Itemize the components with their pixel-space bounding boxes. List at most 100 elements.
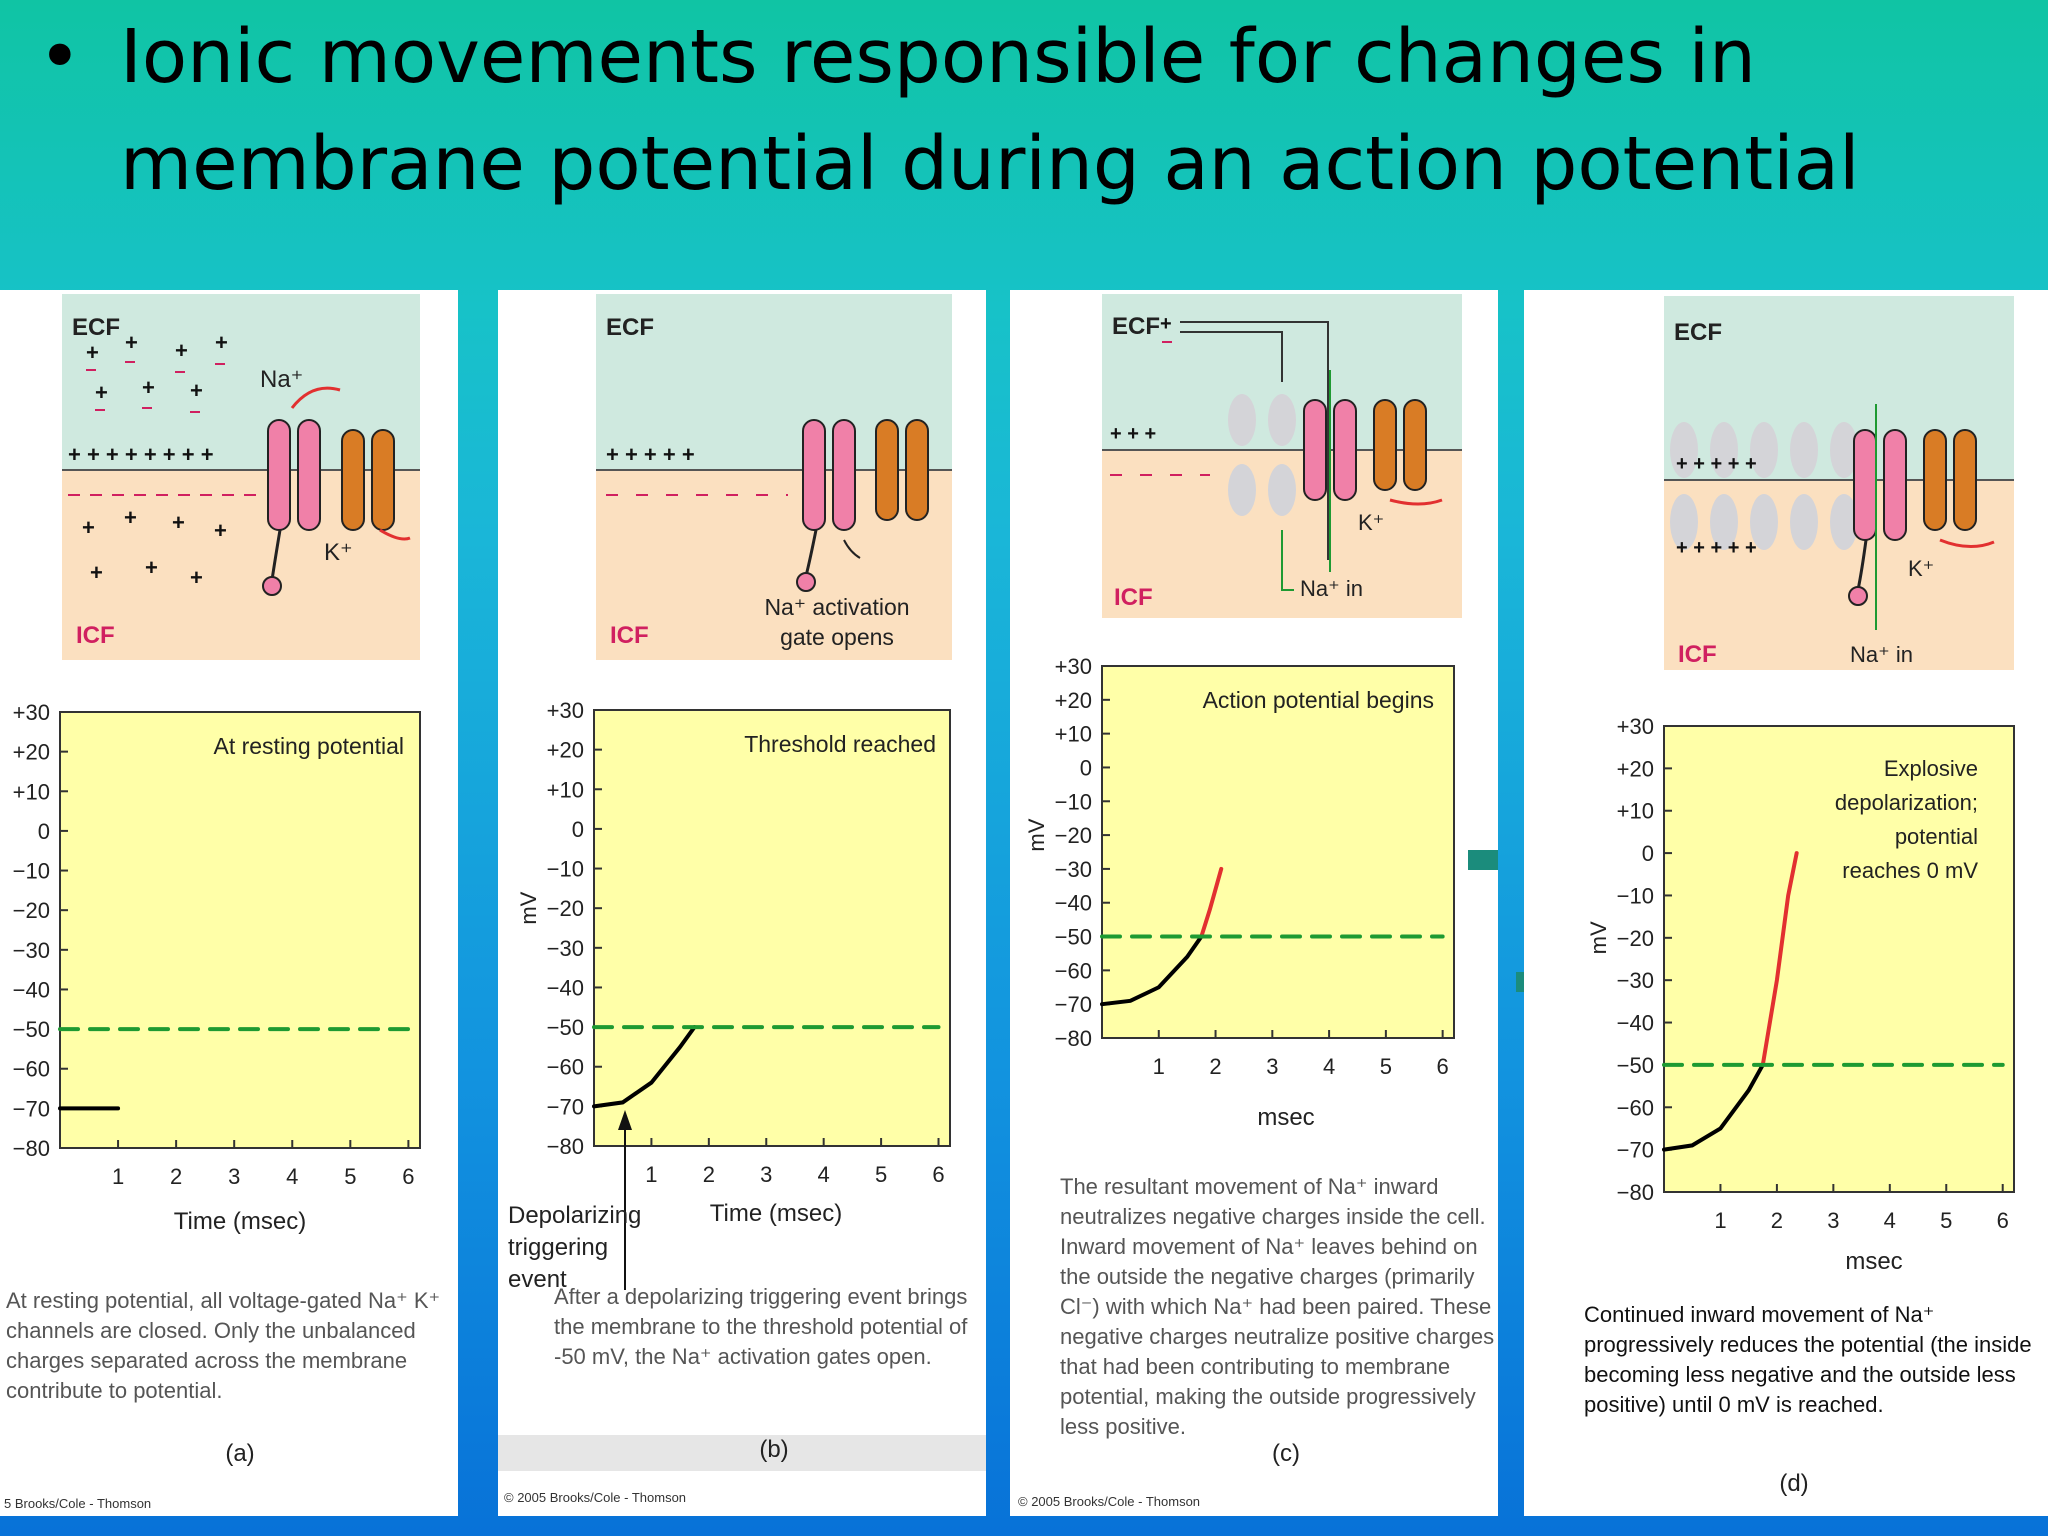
y-tick-label: +20 <box>547 738 584 763</box>
y-tick-label: −70 <box>547 1094 584 1119</box>
icf-label: ICF <box>76 622 115 649</box>
na-channel <box>262 419 321 596</box>
x-tick-label: 4 <box>818 1162 830 1187</box>
y-tick-label: +30 <box>547 698 584 723</box>
k-label: K⁺ <box>1358 510 1384 535</box>
y-tick-label: +20 <box>1055 688 1092 713</box>
svg-text:+: + <box>86 340 99 365</box>
y-tick-label: −80 <box>1617 1180 1654 1205</box>
y-tick-label: −50 <box>13 1017 50 1042</box>
panel-d-xlabel: msec <box>1845 1248 1903 1275</box>
panel-d: ECF ICF + + + + + + + + + + K⁺ Na⁺ in +3… <box>1524 290 2048 1516</box>
x-tick-label: 2 <box>703 1162 715 1187</box>
y-tick-label: −30 <box>13 938 50 963</box>
plot-area <box>1663 725 2015 1193</box>
panel-b-copyright: © 2005 Brooks/Cole - Thomson <box>504 1490 687 1505</box>
x-tick-label: 2 <box>170 1164 182 1189</box>
y-tick-label: −10 <box>1055 789 1092 814</box>
plot-area <box>59 711 421 1149</box>
plot-title: Threshold reached <box>744 731 936 757</box>
y-tick-label: −70 <box>13 1096 50 1121</box>
panel-b-letter: (b) <box>759 1436 789 1463</box>
panel-c-letter: (c) <box>1272 1440 1300 1467</box>
panel-d-cell-diagram: ECF ICF + + + + + + + + + + K⁺ Na⁺ in <box>1664 296 2014 670</box>
panel-b-figure: ECF ICF + + + + + +30 +20 +10 0 −10 −20 −30 −40… <box>498 294 986 1471</box>
y-tick-label: −40 <box>1055 891 1092 916</box>
k-channel <box>341 429 395 531</box>
y-tick-label: 0 <box>1080 755 1092 780</box>
x-tick-label: 5 <box>875 1162 887 1187</box>
panel-a-letter: (a) <box>225 1440 255 1467</box>
x-tick-label: 6 <box>1997 1208 2009 1233</box>
y-tick-label: +10 <box>1617 799 1654 824</box>
y-tick-label: −20 <box>13 898 50 923</box>
gate-opens-label: Na⁺ activation gate opens <box>764 594 910 650</box>
panel-a-caption: At resting potential, all voltage-gated … <box>6 1288 441 1403</box>
x-tick-label: 6 <box>1437 1054 1449 1079</box>
title-line-2: membrane potential during an action pote… <box>120 121 1860 207</box>
x-tick-label: 4 <box>286 1164 298 1189</box>
panel-c-cell-diagram: ECF ICF + + + + K⁺ Na⁺ in <box>1102 294 1462 618</box>
y-tick-label: −30 <box>1617 968 1654 993</box>
plot-title: At resting potential <box>213 733 404 759</box>
y-tick-label: −80 <box>1055 1026 1092 1051</box>
ecf-label: ECF <box>72 314 120 341</box>
na-in-label: Na⁺ in <box>1300 576 1363 601</box>
y-axis-label: mV <box>516 891 541 924</box>
panel-a-copyright: 5 Brooks/Cole - Thomson <box>4 1496 152 1511</box>
y-tick-label: −20 <box>547 896 584 921</box>
svg-text:+: + <box>95 380 108 405</box>
y-tick-label: −50 <box>1617 1053 1654 1078</box>
x-tick-label: 1 <box>112 1164 124 1189</box>
panel-a-cell-diagram: ECF ICF Na⁺ K⁺ + + + + + + + + + + + + + + + … <box>62 294 420 660</box>
y-tick-label: −80 <box>547 1134 584 1159</box>
y-tick-label: −10 <box>547 857 584 882</box>
icf-label: ICF <box>610 622 649 649</box>
x-tick-label: 3 <box>1827 1208 1839 1233</box>
title-line-1: Ionic movements responsible for changes … <box>120 14 1756 100</box>
x-tick-label: 4 <box>1323 1054 1335 1079</box>
panel-b-xlabel: Time (msec) <box>709 1200 843 1227</box>
title-bullet: • <box>38 14 82 100</box>
y-tick-label: −40 <box>13 977 50 1002</box>
slide-title: • Ionic movements responsible for change… <box>38 4 2028 218</box>
panel-c-figure: ECF ICF + + + + K⁺ Na⁺ in +30 +20 +10 0 −10 −… <box>1024 294 1462 1079</box>
y-tick-label: +30 <box>1055 654 1092 679</box>
svg-text:+: + <box>145 555 158 580</box>
y-tick-label: 0 <box>38 819 50 844</box>
ecf-label: ECF <box>1112 313 1160 340</box>
depolarization-curve <box>1199 866 1224 939</box>
y-tick-label: +10 <box>13 779 50 804</box>
svg-text:+: + <box>124 505 137 530</box>
plot-area <box>593 709 951 1147</box>
plot-title: Action potential begins <box>1203 687 1434 713</box>
svg-text:+: + <box>190 565 203 590</box>
panel-d-plot-title: Explosive depolarization; potential reac… <box>1834 756 1978 883</box>
panel-b-plot: +30 +20 +10 0 −10 −20 −30 −40 −50 −60 −70 −80 1 2 3 4 5 6… <box>516 698 951 1187</box>
y-tick-label: +20 <box>13 740 50 765</box>
x-tick-label: 5 <box>1380 1054 1392 1079</box>
y-tick-label: −60 <box>1617 1095 1654 1120</box>
x-tick-label: 3 <box>228 1164 240 1189</box>
x-tick-label: 3 <box>1266 1054 1278 1079</box>
plot-area <box>1101 665 1455 1039</box>
svg-text:+: + <box>172 510 185 535</box>
depolarization-curve <box>1760 851 1799 1067</box>
y-tick-label: +10 <box>547 777 584 802</box>
panel-b-caption: After a depolarizing triggering event br… <box>554 1284 968 1369</box>
na-label: Na⁺ <box>260 366 303 393</box>
panel-b-cell-diagram: ECF ICF + + + + + <box>596 294 952 660</box>
membrane-potential-curve <box>592 1025 697 1109</box>
svg-text:+ + + + +: + + + + + <box>606 442 695 467</box>
x-tick-label: 5 <box>1940 1208 1952 1233</box>
y-axis-label: mV <box>1586 921 1611 954</box>
y-tick-label: −50 <box>1055 925 1092 950</box>
x-tick-label: 1 <box>1153 1054 1165 1079</box>
ecf-label: ECF <box>606 314 654 341</box>
icf-label: ICF <box>1114 584 1153 611</box>
x-tick-label: 6 <box>402 1164 414 1189</box>
panel-d-caption: Continued inward movement of Na⁺ progres… <box>1584 1302 2032 1417</box>
svg-text:+: + <box>125 330 138 355</box>
panel-c-copyright: © 2005 Brooks/Cole - Thomson <box>1018 1494 1201 1509</box>
y-tick-label: −60 <box>1055 958 1092 983</box>
